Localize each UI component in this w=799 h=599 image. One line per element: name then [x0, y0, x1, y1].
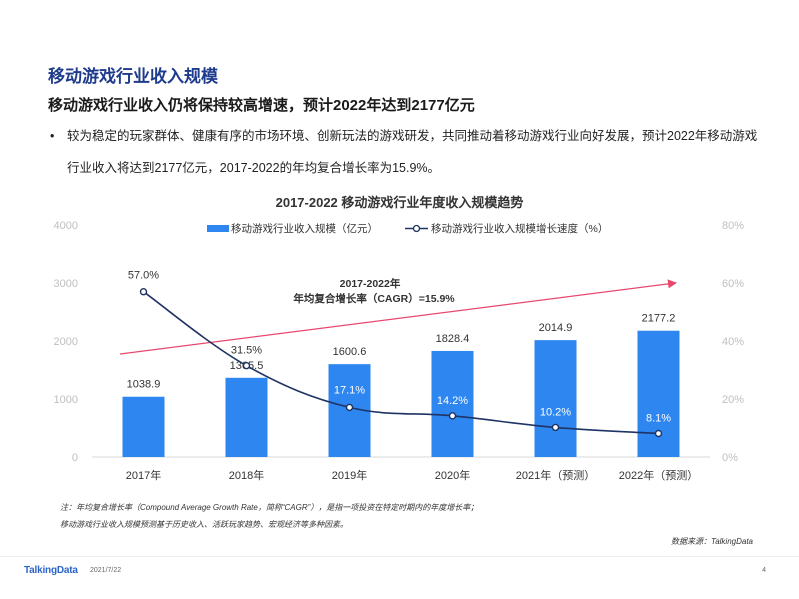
x-category-label: 2019年	[332, 468, 367, 482]
y-right-tick-label: 80%	[722, 220, 744, 232]
revenue-bar	[122, 396, 165, 457]
cagr-annotation-line2: 年均复合增长率（CAGR）=15.9%	[293, 292, 455, 305]
legend-bar-label: 移动游戏行业收入规模（亿元）	[231, 222, 378, 235]
page-number: 4	[762, 567, 766, 574]
growth-rate-label: 14.2%	[437, 395, 468, 407]
revenue-bar	[534, 340, 577, 457]
footer-divider	[0, 556, 799, 557]
y-left-tick-label: 2000	[54, 336, 78, 348]
chart-title: 2017-2022 移动游戏行业年度收入规模趋势	[275, 195, 524, 210]
bar-value-label: 2014.9	[539, 322, 573, 334]
legend-line-marker	[412, 224, 421, 233]
growth-rate-line	[143, 291, 659, 435]
y-right-tick-label: 40%	[722, 336, 744, 348]
x-category-label: 2017年	[126, 468, 161, 482]
y-right-tick-label: 60%	[722, 278, 744, 290]
footnote-cagr: 注：年均复合增长率（Compound Average Growth Rate，简…	[60, 503, 479, 512]
bar-value-label: 1828.4	[436, 333, 470, 345]
growth-rate-point	[242, 361, 251, 370]
growth-rate-label: 17.1%	[334, 384, 365, 396]
growth-rate-label: 57.0%	[128, 270, 159, 282]
x-category-label: 2022年（预测）	[619, 468, 698, 482]
legend-line-label: 移动游戏行业收入规模增长速度（%）	[431, 222, 608, 235]
growth-rate-label: 8.1%	[646, 413, 671, 425]
revenue-bar	[431, 350, 474, 457]
growth-rate-point	[139, 288, 148, 296]
y-left-tick-label: 4000	[54, 220, 78, 232]
summary-bullet: • 较为稳定的玩家群体、健康有序的市场环境、创新玩法的游戏研发，共同推动着移动游…	[50, 120, 762, 184]
bar-value-label: 1600.6	[333, 346, 367, 358]
bar-value-label: 1038.9	[127, 379, 161, 391]
cagr-trend-arrow	[119, 279, 677, 355]
y-right-tick-label: 20%	[722, 394, 744, 406]
growth-rate-point	[448, 412, 457, 420]
data-source: 数据来源：TalkingData	[671, 537, 753, 546]
page-subtitle: 移动游戏行业收入仍将保持较高增速，预计2022年达到2177亿元	[48, 97, 475, 114]
cagr-annotation-line1: 2017-2022年	[340, 277, 401, 290]
revenue-bar	[225, 377, 268, 457]
x-category-label: 2018年	[229, 468, 264, 482]
page-title: 移动游戏行业收入规模	[48, 67, 218, 86]
growth-rate-label: 10.2%	[540, 406, 571, 418]
revenue-bar	[637, 330, 680, 457]
growth-rate-point	[345, 403, 354, 412]
x-category-label: 2020年	[435, 468, 470, 482]
growth-rate-label: 31.5%	[231, 345, 262, 357]
y-left-tick-label: 3000	[54, 278, 78, 290]
y-left-tick-label: 0	[72, 452, 78, 464]
summary-text: 较为稳定的玩家群体、健康有序的市场环境、创新玩法的游戏研发，共同推动着移动游戏行…	[67, 129, 758, 175]
talkingdata-logo: TalkingData	[24, 565, 78, 576]
footer-date: 2021/7/22	[90, 567, 122, 574]
bullet-marker: •	[50, 129, 55, 143]
growth-rate-point	[654, 429, 663, 438]
footnote-forecast: 移动游戏行业收入规模预测基于历史收入、活跃玩家趋势、宏观经济等多种因素。	[60, 520, 348, 529]
bar-value-label: 2177.2	[642, 313, 676, 325]
revenue-chart: 010002000300040000%20%40%60%80%1038.9136…	[54, 220, 745, 482]
y-right-tick-label: 0%	[722, 452, 738, 464]
x-category-label: 2021年（预测）	[516, 468, 595, 482]
legend-bar-swatch	[207, 225, 229, 232]
growth-rate-point	[551, 423, 560, 432]
y-left-tick-label: 1000	[54, 394, 78, 406]
